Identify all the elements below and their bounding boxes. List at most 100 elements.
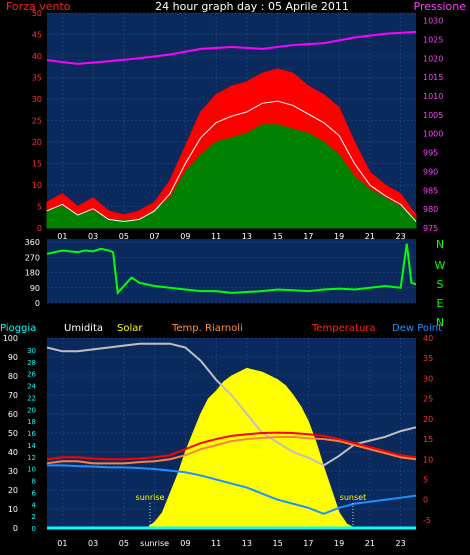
rain-y-tick: 80 <box>8 372 18 381</box>
weather-series-labels: Pioggia Umidita Solar Temp. Riarnoli Tempera… <box>0 323 442 334</box>
inner-y-tick: 0 <box>32 525 36 533</box>
wind-x-tick: 23 <box>396 232 406 241</box>
rain-y-tick: 70 <box>8 391 18 400</box>
pressure-y-tick: 1025 <box>423 35 443 44</box>
compass-label: S <box>437 278 444 291</box>
wind-y-tick: 50 <box>32 9 42 18</box>
wind-x-tick: 13 <box>242 232 252 241</box>
wind-y-tick: 40 <box>32 52 42 61</box>
compass-label: N <box>436 316 444 329</box>
weather-x-tick: 21 <box>365 539 375 548</box>
wind-left-axis: 0 5 10 15 20 25 30 35 40 45 50 <box>32 9 42 233</box>
wind-y-tick: 15 <box>32 160 42 169</box>
temp-y-tick: 0 <box>423 496 428 505</box>
direction-grid <box>47 241 416 304</box>
inner-y-tick: 24 <box>27 383 36 391</box>
weather-x-tick: 17 <box>303 539 313 548</box>
rain-y-tick: 20 <box>8 486 18 495</box>
wind-series <box>46 30 417 229</box>
wind-x-tick: 05 <box>119 232 129 241</box>
inner-y-tick: 26 <box>27 371 36 379</box>
pressure-y-tick: 1020 <box>423 54 443 63</box>
wind-x-tick: 09 <box>180 232 190 241</box>
pressure-y-tick: 980 <box>423 205 438 214</box>
wind-x-tick: 11 <box>211 232 221 241</box>
wind-y-tick: 10 <box>32 181 42 190</box>
direction-y-tick: 90 <box>30 284 40 293</box>
temp-y-tick: 15 <box>423 435 433 444</box>
weather-x-tick: 01 <box>57 539 67 548</box>
rain-y-tick: 100 <box>3 334 18 343</box>
annotation-label: sunrise <box>136 493 165 502</box>
rain-y-tick: 40 <box>8 448 18 457</box>
wind-x-tick: 01 <box>57 232 67 241</box>
inner-y-tick: 16 <box>27 430 36 438</box>
pressure-y-tick: 1015 <box>423 73 443 82</box>
weather-x-tick: 23 <box>396 539 406 548</box>
wind-chill-line <box>46 436 417 465</box>
wind-avg-area <box>46 124 417 229</box>
direction-y-tick: 270 <box>25 253 40 262</box>
weather-left-axis: 0 10 20 30 40 50 60 70 80 90 100 <box>3 334 18 533</box>
wind-speed-line <box>46 100 417 223</box>
wind-y-tick: 45 <box>32 31 42 40</box>
rain-y-tick: 10 <box>8 505 18 514</box>
rain-y-tick: 0 <box>13 524 18 533</box>
graph-title: 24 hour graph day : 05 Aprile 2011 <box>155 0 349 13</box>
series-label: Dew Point <box>392 323 442 334</box>
wind-x-tick: 15 <box>273 232 283 241</box>
wind-y-tick: 35 <box>32 74 42 83</box>
pressure-y-tick: 990 <box>423 167 438 176</box>
wind-x-tick: 19 <box>334 232 344 241</box>
temp-y-tick: -5 <box>423 516 431 525</box>
temperature-line <box>46 431 417 461</box>
wind-x-tick: 07 <box>150 232 160 241</box>
series-label: Pioggia <box>0 323 36 334</box>
wind-x-tick: 03 <box>88 232 98 241</box>
pressure-y-tick: 1005 <box>423 111 443 120</box>
wind-x-axis: 01 03 05 07 09 11 13 15 17 19 21 23 <box>57 232 405 241</box>
inner-y-tick: 30 <box>27 347 36 355</box>
temp-y-tick: 35 <box>423 354 433 363</box>
direction-left-axis: 0 90 180 270 360 <box>25 238 40 308</box>
wind-label: Forza vento <box>6 0 71 13</box>
weather-annotations: sunrise sunset <box>136 493 367 526</box>
compass-label: W <box>435 259 446 272</box>
temp-y-tick: 5 <box>423 475 428 484</box>
inner-y-tick: 8 <box>32 478 36 486</box>
pressure-y-tick: 975 <box>423 224 438 233</box>
inner-y-tick: 2 <box>32 513 36 521</box>
direction-y-tick: 0 <box>35 299 40 308</box>
series-label: Umidita <box>64 323 103 334</box>
pressure-line <box>46 30 417 65</box>
wind-y-tick: 30 <box>32 95 42 104</box>
inner-y-tick: 28 <box>27 359 36 367</box>
inner-y-tick: 4 <box>32 501 37 509</box>
dew-point-line <box>47 464 417 515</box>
weather-x-tick: 15 <box>273 539 283 548</box>
wind-x-tick: 21 <box>365 232 375 241</box>
direction-y-tick: 180 <box>25 269 40 278</box>
temp-y-tick: 25 <box>423 395 433 404</box>
series-label: Temperatura <box>311 323 376 334</box>
pressure-label: Pressione <box>414 0 467 13</box>
temp-y-tick: 30 <box>423 374 433 383</box>
wind-y-tick: 0 <box>37 224 42 233</box>
direction-y-tick: 360 <box>25 238 40 247</box>
pressure-y-tick: 1010 <box>423 92 443 101</box>
compass-label: N <box>436 238 444 251</box>
pressure-y-tick: 985 <box>423 186 438 195</box>
weather-x-tick: 05 <box>119 539 129 548</box>
weather-x-tick: 19 <box>334 539 344 548</box>
pressure-y-tick: 1000 <box>423 130 443 139</box>
pressure-right-axis: 975 980 985 990 995 1000 1005 1010 1015 1020 1025 1… <box>423 17 443 233</box>
temp-y-tick: 40 <box>423 334 433 343</box>
weather-x-tick: sunrise <box>140 539 169 548</box>
annotation-label: sunset <box>340 493 367 502</box>
direction-series <box>46 243 417 296</box>
temp-y-tick: 10 <box>423 455 433 464</box>
pressure-y-tick: 1030 <box>423 17 443 26</box>
